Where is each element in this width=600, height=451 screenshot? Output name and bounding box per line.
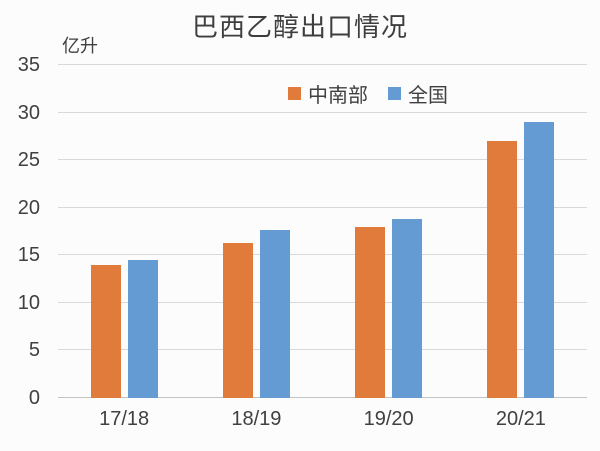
bar-series1-20-21 xyxy=(524,122,555,398)
y-tick-label: 10 xyxy=(17,291,40,314)
gridline xyxy=(58,301,587,303)
x-tick-label: 18/19 xyxy=(231,408,282,430)
bar-series0-19-20 xyxy=(355,226,386,398)
x-tick-label: 20/21 xyxy=(495,408,546,430)
legend-item: 全国 xyxy=(388,79,448,108)
y-tick-label: 5 xyxy=(28,339,40,362)
y-tick-label: 30 xyxy=(17,101,40,124)
y-tick-label: 35 xyxy=(17,54,40,76)
plot-area xyxy=(58,64,587,398)
legend-label: 全国 xyxy=(408,85,448,107)
chart-title: 巴西乙醇出口情况 xyxy=(191,13,408,42)
bar-series0-17-18 xyxy=(90,264,121,398)
gridline xyxy=(58,254,587,256)
bar-series0-20-21 xyxy=(487,141,518,398)
bar-series0-18-19 xyxy=(222,242,253,398)
gridline xyxy=(58,64,587,65)
y-tick-label: 25 xyxy=(17,149,40,172)
legend-swatch-icon xyxy=(388,87,401,100)
legend-label: 中南部 xyxy=(308,85,368,107)
y-tick-label: 15 xyxy=(17,244,40,267)
y-tick-label: 0 xyxy=(28,387,40,409)
gridline xyxy=(58,111,587,113)
x-axis-line xyxy=(58,397,587,398)
gridline xyxy=(58,349,587,351)
legend: 中南部 全国 xyxy=(288,79,448,108)
x-tick-label: 17/18 xyxy=(99,408,150,430)
y-axis-unit-label: 亿升 xyxy=(62,36,98,56)
bar-series1-18-19 xyxy=(259,229,290,398)
gridline xyxy=(58,159,587,161)
y-tick-label: 20 xyxy=(17,196,40,219)
legend-swatch-icon xyxy=(288,87,301,100)
gridline xyxy=(58,206,587,208)
bar-series1-17-18 xyxy=(127,260,158,398)
legend-item: 中南部 xyxy=(288,79,368,108)
bar-series1-19-20 xyxy=(392,219,423,398)
x-tick-label: 19/20 xyxy=(363,408,414,430)
